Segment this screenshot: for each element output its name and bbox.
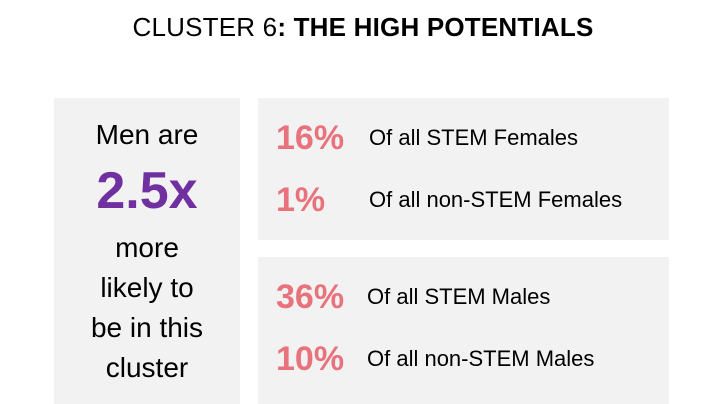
stat-description: Of all STEM Males — [367, 284, 551, 309]
stat-row: 1% Of all non-STEM Females — [258, 178, 669, 222]
stat-row: 10% Of all non-STEM Males — [258, 337, 669, 381]
stat-row: 36% Of all STEM Males — [258, 275, 669, 319]
comparison-intro: Men are — [95, 119, 199, 150]
comparison-line: cluster — [105, 352, 189, 383]
comparison-text: more likely to be in this cluster — [54, 228, 240, 388]
comparison-panel: Men are 2.5x more likely to be in this c… — [54, 98, 240, 404]
stat-description: Of all STEM Females — [369, 125, 579, 150]
comparison-line: be in this — [90, 312, 204, 343]
stat-description: Of all non-STEM Females — [369, 187, 623, 212]
stat-percent: 10% — [276, 340, 345, 378]
page-title: CLUSTER 6: THE HIGH POTENTIALS — [0, 11, 726, 43]
stat-percent: 1% — [276, 181, 326, 219]
female-stats-panel: 16% Of all STEM Females 1% Of all non-ST… — [258, 98, 669, 240]
comparison-line: more — [115, 232, 179, 263]
stat-percent: 16% — [276, 119, 345, 157]
stat-description: Of all non-STEM Males — [367, 346, 595, 371]
title-bold: : THE HIGH POTENTIALS — [277, 12, 594, 42]
comparison-line: likely to — [100, 272, 194, 303]
stat-row: 16% Of all STEM Females — [258, 116, 669, 160]
male-stats-panel: 36% Of all STEM Males 10% Of all non-STE… — [258, 257, 669, 404]
title-prefix: CLUSTER 6 — [132, 12, 278, 42]
stat-percent: 36% — [276, 278, 345, 316]
comparison-multiplier: 2.5x — [96, 162, 198, 220]
